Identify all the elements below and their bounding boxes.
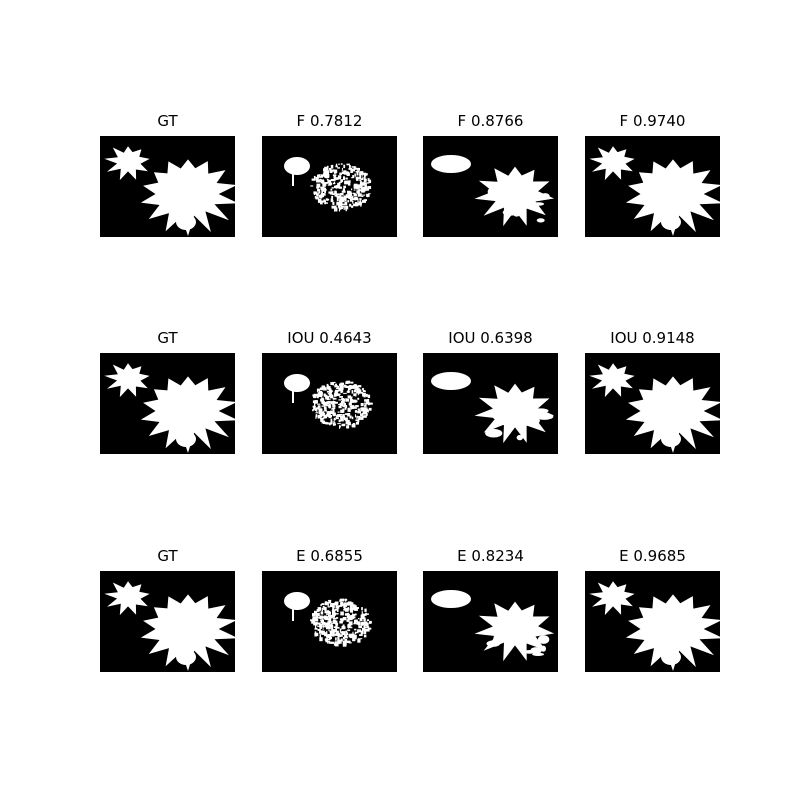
large-flower-mask xyxy=(140,376,235,453)
large-flower-mask xyxy=(625,159,720,236)
flower-base-mask xyxy=(176,431,196,447)
flower-base-mask xyxy=(176,649,196,665)
segmentation-mask-image xyxy=(585,571,720,672)
panel-title: IOU 0.9148 xyxy=(610,329,695,347)
panel-title: F 0.9740 xyxy=(619,112,686,130)
panel-title: F 0.7812 xyxy=(296,112,363,130)
panel-title: IOU 0.4643 xyxy=(287,329,372,347)
segmentation-mask-image xyxy=(423,353,558,454)
segmentation-mask-image xyxy=(423,571,558,672)
large-flower-mask xyxy=(625,594,720,671)
segmentation-mask-image xyxy=(100,571,235,672)
large-flower-mask xyxy=(140,594,235,671)
segmentation-mask-image xyxy=(585,353,720,454)
panel-title: IOU 0.6398 xyxy=(448,329,533,347)
flower-base-mask xyxy=(661,214,681,230)
segmentation-mask-image xyxy=(100,136,235,237)
panel-title: E 0.9685 xyxy=(619,547,686,565)
segmentation-mask-image xyxy=(423,136,558,237)
small-flower-mask xyxy=(104,363,150,398)
segmentation-mask-image xyxy=(585,136,720,237)
large-flower-mask xyxy=(625,376,720,453)
segmentation-mask-image xyxy=(262,136,397,237)
small-flower-mask xyxy=(104,146,150,181)
large-flower-mask xyxy=(140,159,235,236)
small-flower-mask xyxy=(104,581,150,616)
segmentation-mask-image xyxy=(262,353,397,454)
panel-title: F 0.8766 xyxy=(457,112,524,130)
panel-title: GT xyxy=(157,112,178,130)
flower-base-mask xyxy=(661,431,681,447)
segmentation-mask-image xyxy=(100,353,235,454)
panel-title: E 0.8234 xyxy=(457,547,524,565)
small-flower-mask xyxy=(589,363,635,398)
panel-title: GT xyxy=(157,329,178,347)
panel-title: E 0.6855 xyxy=(296,547,363,565)
segmentation-mask-image xyxy=(262,571,397,672)
flower-base-mask xyxy=(661,649,681,665)
panel-title: GT xyxy=(157,547,178,565)
small-flower-mask xyxy=(589,581,635,616)
small-flower-mask xyxy=(589,146,635,181)
flower-base-mask xyxy=(176,214,196,230)
